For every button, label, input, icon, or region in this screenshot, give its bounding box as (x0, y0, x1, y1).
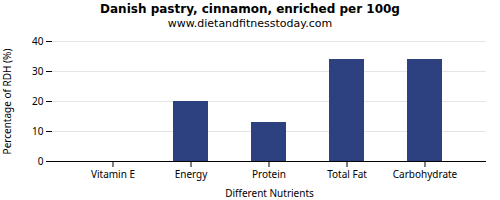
svg-text:Carbohydrate: Carbohydrate (393, 167, 458, 181)
svg-text:Protein: Protein (252, 167, 286, 181)
html-text:Danish pastry, cinnamon, enric: Danish pastry, cinnamon, enriched per 10… (100, 2, 400, 16)
svg-text:20: 20 (32, 94, 44, 108)
svg-text:Percentage of RDH (%): Percentage of RDH (%) (0, 49, 14, 155)
svg-text:10: 10 (32, 124, 44, 138)
svg-text:Different Nutrients: Different Nutrients (225, 186, 314, 200)
svg-text:30: 30 (32, 64, 44, 78)
svg-text:Vitamin E: Vitamin E (91, 167, 135, 181)
svg-text:0: 0 (38, 154, 44, 168)
html-text:www.dietandfitnesstoday.com: www.dietandfitnesstoday.com (167, 17, 333, 30)
svg-text:Energy: Energy (175, 167, 209, 181)
svg-text:40: 40 (32, 34, 44, 48)
svg-text:Total Fat: Total Fat (327, 167, 367, 181)
